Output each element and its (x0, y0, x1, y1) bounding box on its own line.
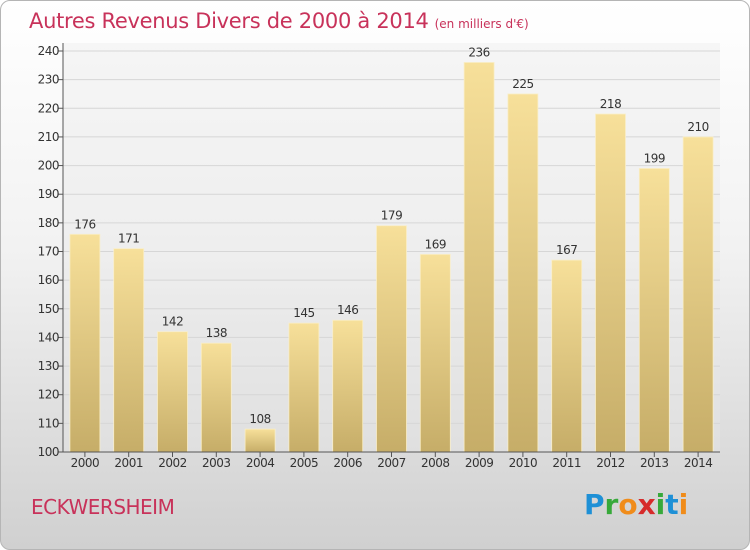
data-label: 138 (206, 326, 227, 340)
x-tick-label: 2006 (333, 456, 362, 470)
commune-name: ECKWERSHEIM (31, 495, 175, 519)
data-label: 218 (600, 97, 621, 111)
bar (288, 322, 320, 453)
logo-letter: o (618, 488, 638, 521)
logo-letter: t (665, 488, 679, 521)
y-tick-label: 160 (38, 273, 59, 287)
data-label: 142 (162, 315, 183, 329)
data-label: 210 (687, 120, 708, 134)
chart-title: Autres Revenus Divers de 2000 à 2014 (en … (29, 9, 529, 33)
bar (551, 259, 583, 453)
axes (58, 43, 720, 457)
bar (463, 62, 495, 453)
data-label: 146 (337, 303, 358, 317)
x-tick-label: 2014 (684, 456, 713, 470)
x-tick-label: 2005 (290, 456, 319, 470)
x-tick-label: 2008 (421, 456, 450, 470)
bar (200, 342, 232, 453)
y-tick-label: 240 (38, 44, 59, 58)
logo-letter: i (655, 488, 666, 521)
y-tick-label: 170 (38, 245, 59, 259)
bar (419, 253, 451, 453)
data-label: 171 (118, 232, 139, 246)
bar (595, 113, 626, 453)
data-label: 225 (512, 77, 533, 91)
logo-letter: P (584, 488, 605, 521)
y-tick-label: 130 (38, 359, 59, 373)
x-tick-label: 2004 (246, 456, 275, 470)
bar (69, 233, 101, 453)
x-tick-label: 2007 (377, 456, 406, 470)
logo-letter: i (678, 488, 689, 521)
labels: 100 110 120 130 140 150 160 170 180 190 200 210 220 2… (38, 44, 713, 470)
y-tick-label: 180 (38, 216, 59, 230)
y-tick-label: 100 (38, 445, 59, 459)
bar (376, 225, 407, 453)
x-tick-label: 2010 (509, 456, 538, 470)
bars (69, 62, 714, 453)
bar (638, 168, 670, 453)
logo-letter: r (604, 488, 619, 521)
y-tick-label: 150 (38, 302, 59, 316)
bar (113, 248, 145, 453)
x-tick-label: 2013 (640, 456, 669, 470)
bar (157, 331, 188, 453)
bar (332, 319, 364, 453)
y-tick-label: 190 (38, 187, 59, 201)
bar (244, 428, 276, 453)
data-label: 145 (293, 306, 314, 320)
y-tick-label: 230 (38, 73, 59, 87)
data-label: 167 (556, 243, 577, 257)
y-tick-label: 140 (38, 330, 59, 344)
bar (682, 136, 714, 453)
data-label: 108 (249, 412, 270, 426)
x-tick-label: 2001 (114, 456, 143, 470)
y-tick-label: 220 (38, 101, 59, 115)
x-tick-label: 2011 (552, 456, 581, 470)
data-label: 169 (425, 237, 446, 251)
x-tick-label: 2002 (158, 456, 187, 470)
logo-letter: x (637, 488, 656, 521)
x-tick-label: 2012 (596, 456, 625, 470)
data-label: 236 (468, 45, 489, 59)
y-tick-label: 200 (38, 159, 59, 173)
data-label: 199 (644, 151, 665, 165)
y-tick-label: 120 (38, 388, 59, 402)
proxiti-logo: Proxiti (584, 489, 688, 521)
chart-subtitle: (en milliers d'€) (434, 17, 529, 31)
x-tick-label: 2009 (465, 456, 494, 470)
x-tick-label: 2003 (202, 456, 231, 470)
data-label: 179 (381, 209, 402, 223)
y-tick-label: 110 (38, 416, 59, 430)
data-label: 176 (74, 217, 95, 231)
bar (507, 93, 539, 453)
x-tick-label: 2000 (71, 456, 100, 470)
chart-title-text: Autres Revenus Divers de 2000 à 2014 (29, 9, 429, 33)
y-tick-label: 210 (38, 130, 59, 144)
